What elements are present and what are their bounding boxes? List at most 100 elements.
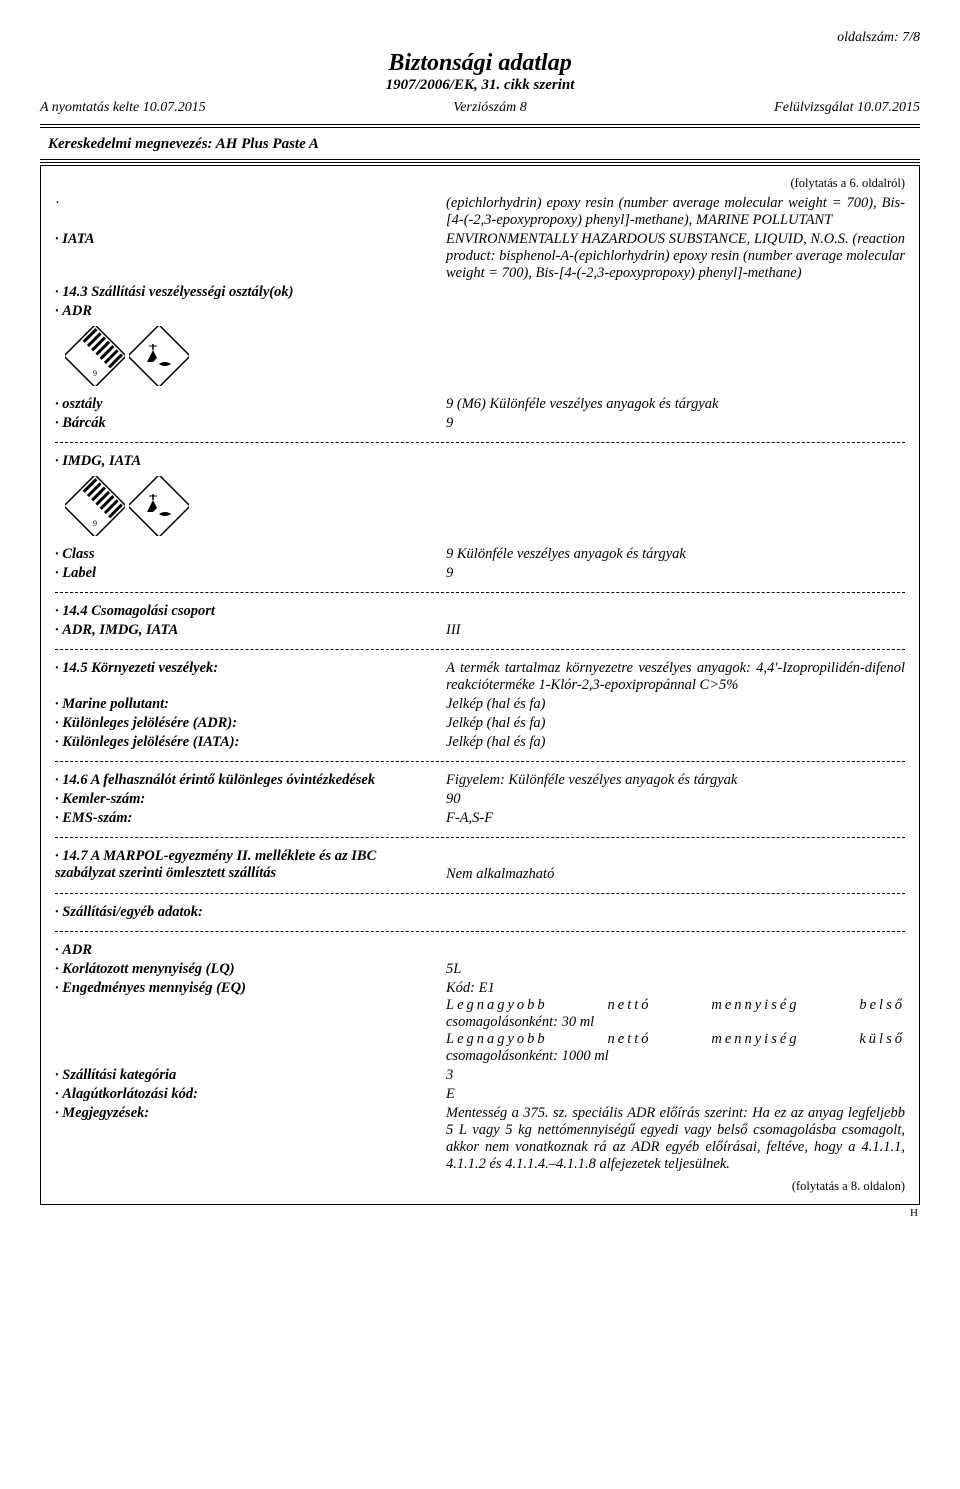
row: 14.5 Környezeti veszélyek: A termék tart…	[55, 660, 905, 694]
env-hazard-pictogram-icon	[129, 476, 189, 536]
row: 14.3 Szállítási veszélyességi osztály(ok…	[55, 284, 905, 301]
divider	[40, 162, 920, 163]
packing-sub-label: ADR, IMDG, IATA	[55, 622, 178, 638]
continued-from: (folytatás a 6. oldalról)	[55, 176, 905, 191]
iata-label: IATA	[55, 231, 95, 247]
row: Szállítási kategória 3	[55, 1067, 905, 1084]
dashed-divider	[55, 649, 905, 650]
row: Marine pollutant: Jelkép (hal és fa)	[55, 696, 905, 713]
tunnel-code-value: E	[446, 1086, 905, 1103]
revision-date: Felülvizsgálat 10.07.2015	[774, 100, 920, 116]
row: 14.7 A MARPOL-egyezmény II. melléklete é…	[55, 848, 905, 883]
continued-on: (folytatás a 8. oldalon)	[55, 1179, 905, 1194]
row: Különleges jelölésére (ADR): Jelkép (hal…	[55, 715, 905, 732]
section-146-label: 14.6 A felhasználót érintő különleges óv…	[55, 772, 375, 788]
row: (epichlorhydrin) epoxy resin (number ave…	[55, 195, 905, 229]
env-hazard-label: 14.5 Környezeti veszélyek:	[55, 660, 218, 676]
tunnel-code-label: Alagútkorlátozási kód:	[55, 1086, 198, 1102]
env-hazard-pictogram-icon	[129, 326, 189, 386]
class-label: osztály	[55, 396, 103, 412]
row: ADR	[55, 303, 905, 320]
barcak-value: 9	[446, 415, 905, 432]
transport-other-label: Szállítási/egyéb adatok:	[55, 904, 203, 920]
row: 14.4 Csomagolási csoport	[55, 603, 905, 620]
doc-title: Biztonsági adatlap	[40, 50, 920, 77]
label-label: Label	[55, 565, 96, 581]
row: ADR, IMDG, IATA III	[55, 622, 905, 639]
section-147-value: Nem alkalmazható	[446, 848, 905, 883]
remarks-value: Mentesség a 375. sz. speciális ADR előír…	[446, 1105, 905, 1173]
row: IATA ENVIRONMENTALLY HAZARDOUS SUBSTANCE…	[55, 231, 905, 282]
barcak-label: Bárcák	[55, 415, 106, 431]
eq-value-1: Kód: E1	[446, 980, 495, 996]
adr-label-2: ADR	[55, 942, 92, 958]
divider	[40, 159, 920, 160]
label-value: 9	[446, 565, 905, 582]
adr-pictograms: 9	[65, 326, 905, 386]
class-label: Class	[55, 546, 95, 562]
row: Label 9	[55, 565, 905, 582]
dashed-divider	[55, 592, 905, 593]
special-iata-label: Különleges jelölésére (IATA):	[55, 734, 239, 750]
eq-label: Engedményes mennyiség (EQ)	[55, 980, 246, 996]
class9-pictogram-icon: 9	[65, 476, 125, 536]
epoxy-resin-text: (epichlorhydrin) epoxy resin (number ave…	[446, 195, 905, 229]
dashed-divider	[55, 893, 905, 894]
print-date: A nyomtatás kelte 10.07.2015	[40, 100, 206, 116]
row: Megjegyzések: Mentesség a 375. sz. speci…	[55, 1105, 905, 1173]
dashed-divider	[55, 761, 905, 762]
row: 14.6 A felhasználót érintő különleges óv…	[55, 772, 905, 789]
divider	[40, 124, 920, 125]
row: EMS-szám: F-A,S-F	[55, 810, 905, 827]
special-iata-value: Jelkép (hal és fa)	[446, 734, 905, 751]
ems-label: EMS-szám:	[55, 810, 132, 826]
section-147-label-1: 14.7 A MARPOL-egyezmény II. melléklete é…	[55, 848, 376, 864]
row: IMDG, IATA	[55, 453, 905, 470]
svg-text:9: 9	[93, 369, 97, 378]
marine-pollutant-value: Jelkép (hal és fa)	[446, 696, 905, 713]
imdg-iata-pictograms: 9	[65, 476, 905, 536]
bullet	[55, 195, 63, 211]
marine-pollutant-label: Marine pollutant:	[55, 696, 169, 712]
special-adr-value: Jelkép (hal és fa)	[446, 715, 905, 732]
transport-category-value: 3	[446, 1067, 905, 1084]
packing-value: III	[446, 622, 905, 639]
hazard-class-label: 14.3 Szállítási veszélyességi osztály(ok…	[55, 284, 293, 300]
row: Szállítási/egyéb adatok:	[55, 904, 905, 921]
footer-mark: H	[40, 1207, 920, 1219]
adr-label: ADR	[55, 303, 92, 319]
dashed-divider	[55, 442, 905, 443]
special-adr-label: Különleges jelölésére (ADR):	[55, 715, 237, 731]
row: Class 9 Különféle veszélyes anyagok és t…	[55, 546, 905, 563]
row: Korlátozott menynyiség (LQ) 5L	[55, 961, 905, 978]
lq-label: Korlátozott menynyiség (LQ)	[55, 961, 235, 977]
divider	[40, 127, 920, 128]
version-number: Verziószám 8	[453, 100, 527, 116]
doc-subtitle: 1907/2006/EK, 31. cikk szerint	[40, 77, 920, 94]
class-value: 9 Különféle veszélyes anyagok és tárgyak	[446, 546, 905, 563]
packing-group-label: 14.4 Csomagolási csoport	[55, 603, 215, 619]
svg-text:9: 9	[93, 519, 97, 528]
document-header: Biztonsági adatlap 1907/2006/EK, 31. cik…	[40, 50, 920, 94]
row: ADR	[55, 942, 905, 959]
class9-pictogram-icon: 9	[65, 326, 125, 386]
page-number: oldalszám: 7/8	[40, 30, 920, 46]
lq-value: 5L	[446, 961, 905, 978]
iata-value: ENVIRONMENTALLY HAZARDOUS SUBSTANCE, LIQ…	[446, 231, 905, 282]
kemler-value: 90	[446, 791, 905, 808]
class-value: 9 (M6) Különféle veszélyes anyagok és tá…	[446, 396, 905, 413]
dashed-divider	[55, 837, 905, 838]
ems-value: F-A,S-F	[446, 810, 905, 827]
eq-value-2b: csomagolásonként: 30 ml	[446, 1014, 594, 1030]
row: Kemler-szám: 90	[55, 791, 905, 808]
remarks-label: Megjegyzések:	[55, 1105, 149, 1121]
section-147-label-2: szabályzat szerinti ömlesztett szállítás	[55, 865, 276, 881]
dashed-divider	[55, 931, 905, 932]
row: Bárcák 9	[55, 415, 905, 432]
row: osztály 9 (M6) Különféle veszélyes anyag…	[55, 396, 905, 413]
row: Különleges jelölésére (IATA): Jelkép (ha…	[55, 734, 905, 751]
transport-category-label: Szállítási kategória	[55, 1067, 176, 1083]
imdg-iata-label: IMDG, IATA	[55, 453, 141, 469]
meta-row: A nyomtatás kelte 10.07.2015 Verziószám …	[40, 100, 920, 116]
eq-value-3b: csomagolásonként: 1000 ml	[446, 1048, 609, 1064]
